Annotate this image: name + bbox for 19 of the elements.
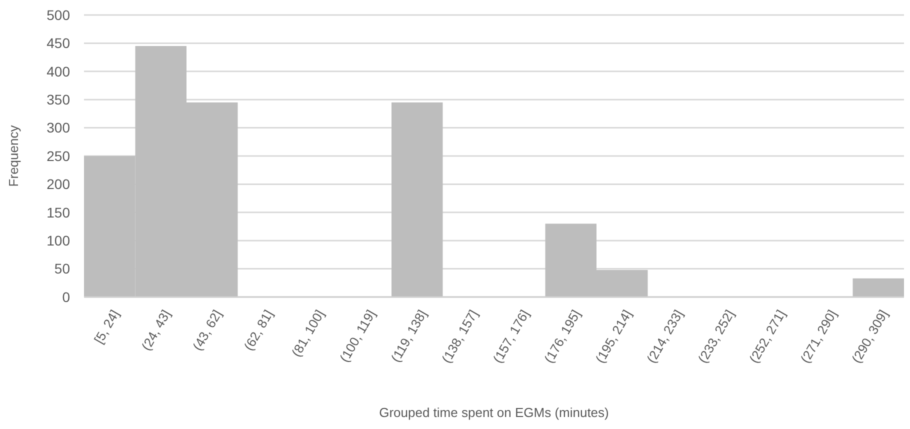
y-axis-title: Frequency	[6, 124, 21, 187]
x-tick-label: (24, 43]	[138, 307, 174, 353]
x-axis-title: Grouped time spent on EGMs (minutes)	[379, 405, 609, 420]
y-tick-label: 450	[46, 35, 70, 52]
x-tick-label: (62, 81]	[240, 307, 276, 353]
y-tick-label: 50	[54, 260, 70, 277]
x-tick-label: (43, 62]	[190, 307, 225, 353]
y-tick-label: 0	[62, 288, 70, 305]
y-tick-label: 100	[46, 232, 70, 248]
y-tick-label: 500	[46, 6, 70, 23]
x-tick-label: [5, 24]	[91, 307, 122, 346]
y-tick-label: 350	[46, 92, 70, 108]
y-tick-label: 400	[46, 63, 70, 80]
y-tick-label: 150	[46, 204, 70, 220]
y-tick-label: 300	[46, 120, 70, 136]
bar	[392, 102, 443, 297]
bar	[852, 278, 904, 297]
y-tick-label: 250	[46, 148, 70, 164]
y-tick-label: 200	[46, 176, 70, 192]
